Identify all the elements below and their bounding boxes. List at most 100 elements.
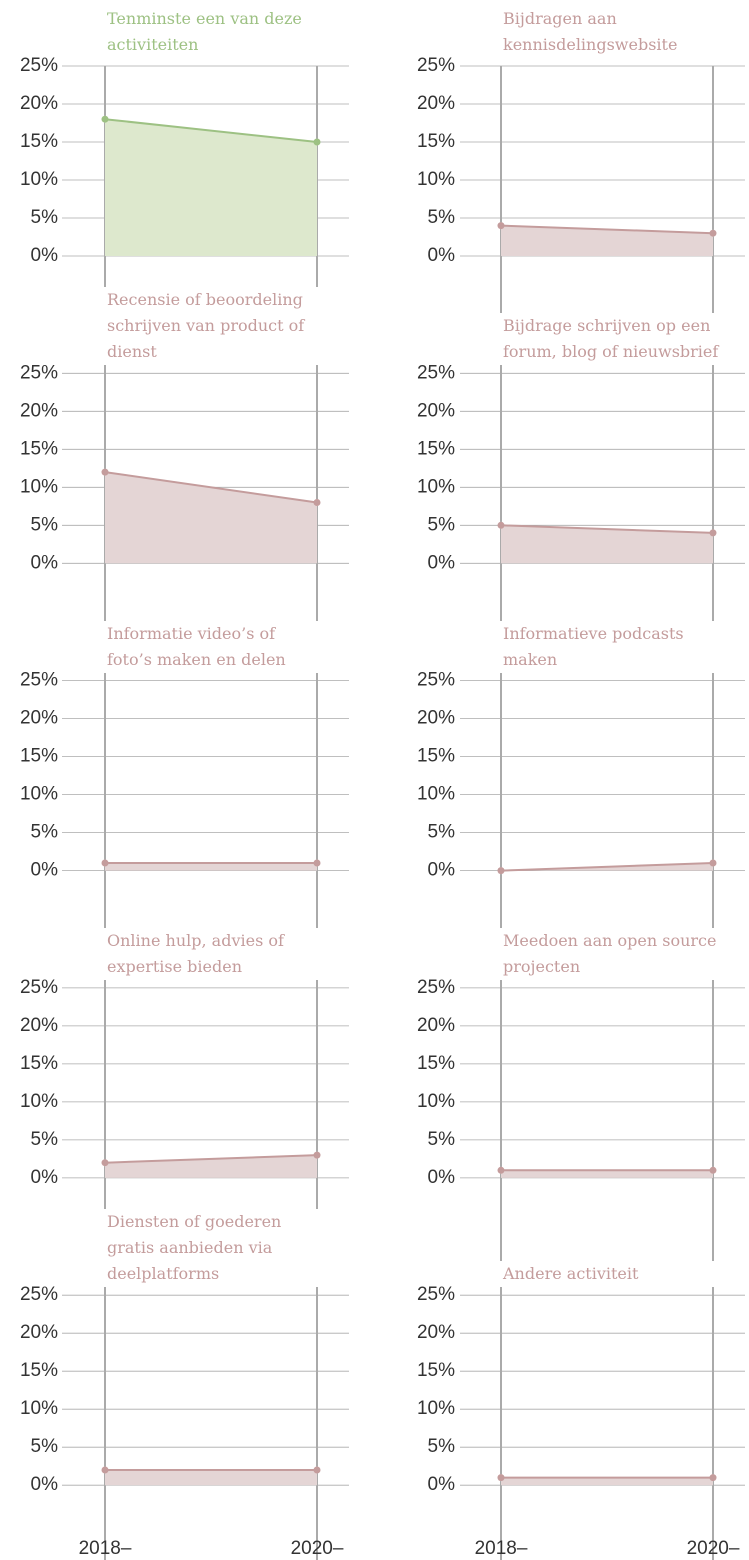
y-tick-label: 0% xyxy=(428,1474,456,1495)
y-tick-label: 20% xyxy=(20,708,58,729)
y-tick-label: 25% xyxy=(20,55,58,76)
area xyxy=(501,525,713,564)
point xyxy=(497,867,505,875)
point xyxy=(709,859,717,867)
point xyxy=(101,1466,109,1474)
y-tick-label: 25% xyxy=(20,670,58,691)
y-tick-label: 20% xyxy=(417,1322,455,1343)
y-tick-label: 25% xyxy=(20,1284,58,1305)
x-tick-label: 2018–2019 xyxy=(474,1538,528,1560)
area xyxy=(105,472,317,564)
panel-title: Bijdrage schrijven op een forum, blog of… xyxy=(500,313,721,366)
point xyxy=(101,1159,109,1167)
y-tick-label: 5% xyxy=(428,1129,456,1150)
y-tick-label: 15% xyxy=(417,1053,455,1074)
y-tick-label: 10% xyxy=(20,1091,58,1112)
line xyxy=(104,471,318,504)
area xyxy=(105,119,317,256)
y-tick-label: 10% xyxy=(20,784,58,805)
y-tick-label: 20% xyxy=(20,1322,58,1343)
point xyxy=(313,1466,321,1474)
y-tick-label: 25% xyxy=(417,362,455,383)
line xyxy=(104,1154,318,1164)
y-tick-label: 5% xyxy=(31,207,59,228)
y-tick-label: 25% xyxy=(417,55,455,76)
y-tick-label: 15% xyxy=(20,438,58,459)
y-tick-label: 5% xyxy=(428,1436,456,1457)
line xyxy=(500,524,714,534)
point xyxy=(101,859,109,867)
area xyxy=(105,863,317,871)
point xyxy=(497,222,505,230)
y-tick-label: 10% xyxy=(20,1398,58,1419)
y-tick-label: 25% xyxy=(20,362,58,383)
panel-title: Informatie video’s of foto’s maken en de… xyxy=(104,620,325,673)
point xyxy=(313,138,321,146)
point xyxy=(497,1474,505,1482)
y-tick-label: 15% xyxy=(417,746,455,767)
y-tick-label: 25% xyxy=(417,977,455,998)
y-tick-label: 15% xyxy=(20,1360,58,1381)
y-tick-label: 0% xyxy=(31,245,59,266)
y-tick-label: 5% xyxy=(31,1129,59,1150)
panel-title: Andere activiteit xyxy=(500,1261,721,1288)
panel-title: Meedoen aan open source projecten xyxy=(500,927,721,980)
y-tick-label: 0% xyxy=(428,552,456,573)
y-tick-label: 0% xyxy=(31,1167,59,1188)
point xyxy=(497,1166,505,1174)
area xyxy=(501,225,713,256)
panel-title: Informatieve podcasts maken xyxy=(500,620,721,673)
x-tick-label: 2018–2019 xyxy=(78,1538,132,1560)
line xyxy=(500,224,714,235)
y-tick-label: 20% xyxy=(417,1015,455,1036)
y-tick-label: 5% xyxy=(31,822,59,843)
point xyxy=(101,468,109,476)
y-tick-label: 20% xyxy=(20,1015,58,1036)
y-tick-label: 15% xyxy=(417,131,455,152)
y-tick-label: 15% xyxy=(417,1360,455,1381)
y-tick-label: 20% xyxy=(20,93,58,114)
panel-title: Online hulp, advies of expertise bieden xyxy=(104,927,325,980)
y-tick-label: 5% xyxy=(31,514,59,535)
panel-title: Bijdragen aan kennisdelingswebsite xyxy=(500,6,721,58)
point xyxy=(101,115,109,123)
point xyxy=(313,1151,321,1159)
y-tick-label: 15% xyxy=(20,131,58,152)
area xyxy=(105,1470,317,1486)
y-tick-label: 20% xyxy=(20,400,58,421)
y-tick-label: 0% xyxy=(428,1167,456,1188)
y-tick-label: 0% xyxy=(31,1474,59,1495)
y-tick-label: 25% xyxy=(20,977,58,998)
y-tick-label: 25% xyxy=(417,1284,455,1305)
y-tick-label: 5% xyxy=(31,1436,59,1457)
x-tick-label: 2020–2021 xyxy=(290,1538,344,1560)
y-tick-label: 15% xyxy=(20,1053,58,1074)
y-tick-label: 10% xyxy=(417,784,455,805)
y-tick-label: 5% xyxy=(428,822,456,843)
point xyxy=(313,859,321,867)
x-tick-label: 2020–2021 xyxy=(686,1538,740,1560)
line xyxy=(104,118,318,143)
y-tick-label: 15% xyxy=(20,746,58,767)
y-tick-label: 5% xyxy=(428,207,456,228)
y-tick-label: 10% xyxy=(20,476,58,497)
y-tick-label: 0% xyxy=(31,860,59,881)
point xyxy=(313,499,321,506)
y-tick-label: 10% xyxy=(417,1398,455,1419)
panel-title: Diensten of goederen gratis aanbieden vi… xyxy=(104,1209,325,1288)
point xyxy=(709,229,717,237)
panel-title: Recensie of beoordeling schrijven van pr… xyxy=(104,287,325,366)
area xyxy=(501,1477,713,1486)
y-tick-label: 15% xyxy=(417,438,455,459)
point xyxy=(709,529,717,537)
y-tick-label: 0% xyxy=(428,860,456,881)
y-tick-label: 5% xyxy=(428,514,456,535)
panel-title: Tenminste een van deze activiteiten xyxy=(104,6,325,58)
area xyxy=(501,1170,713,1178)
y-tick-label: 10% xyxy=(417,476,455,497)
y-tick-label: 10% xyxy=(20,169,58,190)
y-tick-label: 20% xyxy=(417,400,455,421)
y-tick-label: 0% xyxy=(428,245,456,266)
y-tick-label: 20% xyxy=(417,93,455,114)
